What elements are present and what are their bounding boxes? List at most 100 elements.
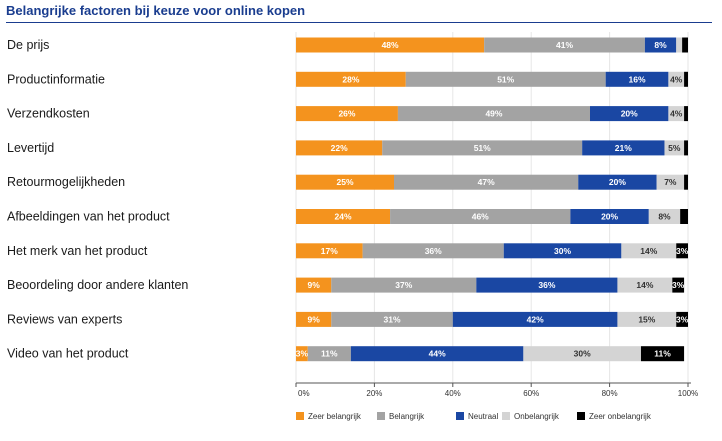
bar-segment — [484, 37, 645, 53]
chart-title: Belangrijke factoren bij keuze voor onli… — [6, 3, 306, 18]
segment-label: 7% — [664, 177, 677, 187]
segment-label: 49% — [485, 109, 502, 119]
bar-segment — [680, 209, 688, 224]
category-label: Het merk van het product — [7, 244, 148, 258]
bar-segment — [296, 140, 383, 156]
bar-segment — [676, 243, 688, 259]
x-tick-label: 100% — [678, 389, 698, 398]
bar-segment — [648, 209, 681, 224]
segment-label: 9% — [307, 314, 320, 324]
segment-label: 3% — [296, 349, 309, 359]
bar-segment — [676, 37, 683, 53]
bar-segment — [382, 140, 583, 156]
segment-label: 8% — [658, 212, 671, 222]
bar-segment — [617, 311, 677, 327]
bar-segment — [668, 71, 685, 87]
x-tick-label: 0% — [298, 389, 310, 398]
bar-segment — [394, 174, 579, 190]
segment-label: 21% — [615, 143, 632, 153]
bar-segment — [664, 140, 685, 156]
legend-swatch — [502, 412, 510, 420]
bar-segment — [656, 174, 685, 190]
category-label: Levertijd — [7, 141, 54, 155]
segment-label: 36% — [538, 280, 555, 290]
bar-segment — [523, 346, 641, 362]
bar-segment — [682, 37, 688, 53]
bar-segment — [296, 346, 308, 362]
category-label: Beoordeling door andere klanten — [7, 278, 188, 292]
bar-segment — [672, 277, 685, 293]
legend-label: Zeer belangrijk — [308, 412, 362, 421]
bar-segment — [296, 243, 363, 259]
segment-label: 25% — [336, 177, 353, 187]
segment-label: 20% — [601, 212, 618, 222]
bar-segment — [296, 209, 391, 224]
bar-segment — [578, 174, 657, 190]
segment-label: 15% — [638, 314, 655, 324]
legend-swatch — [296, 412, 304, 420]
segment-label: 22% — [331, 143, 348, 153]
segment-label: 44% — [429, 349, 446, 359]
segment-label: 3% — [676, 246, 689, 256]
segment-label: 30% — [574, 349, 591, 359]
segment-label: 14% — [640, 246, 657, 256]
category-label: Video van het product — [7, 347, 129, 361]
segment-label: 37% — [395, 280, 412, 290]
segment-label: 3% — [672, 280, 685, 290]
bar-segment — [405, 71, 606, 87]
bar-segment — [296, 174, 394, 190]
bar-segment — [640, 346, 685, 362]
segment-label: 11% — [321, 349, 338, 359]
bar-segment — [582, 140, 665, 156]
segment-label: 4% — [670, 74, 683, 84]
category-label: De prijs — [7, 38, 49, 52]
bar-segment — [397, 106, 590, 122]
segment-label: 42% — [527, 314, 544, 324]
segment-label: 17% — [321, 246, 338, 256]
bar-segment — [296, 71, 406, 87]
bar-segment — [684, 140, 688, 156]
segment-label: 51% — [474, 143, 491, 153]
segment-label: 28% — [342, 74, 359, 84]
category-label: Reviews van experts — [7, 312, 122, 326]
segment-label: 26% — [338, 109, 355, 119]
segment-label: 24% — [335, 212, 352, 222]
legend-swatch — [456, 412, 464, 420]
bar-segment — [331, 277, 477, 293]
segment-label: 36% — [425, 246, 442, 256]
bar-segment — [503, 243, 622, 259]
segment-label: 16% — [629, 74, 646, 84]
bar-segment — [684, 71, 688, 87]
bar-segment — [617, 277, 673, 293]
segment-label: 31% — [384, 314, 401, 324]
bar-segment — [590, 106, 669, 122]
bar-segment — [296, 37, 485, 53]
category-label: Verzendkosten — [7, 107, 90, 121]
bar-segment — [621, 243, 677, 259]
bar-segment — [476, 277, 618, 293]
bar-segment — [331, 311, 453, 327]
segment-label: 47% — [478, 177, 495, 187]
segment-label: 20% — [609, 177, 626, 187]
bar-segment — [390, 209, 571, 224]
segment-label: 46% — [472, 212, 489, 222]
bar-segment — [296, 277, 332, 293]
bar-segment — [668, 106, 685, 122]
bar-segment — [362, 243, 504, 259]
segment-label: 20% — [621, 109, 638, 119]
legend-swatch — [377, 412, 385, 420]
title-divider — [6, 22, 712, 23]
segment-label: 11% — [654, 349, 671, 359]
bar-segment — [296, 106, 398, 122]
legend-label: Zeer onbelangrijk — [589, 412, 652, 421]
segment-label: 3% — [676, 314, 689, 324]
bar-segment — [684, 174, 688, 190]
bar-segment — [350, 346, 524, 362]
segment-label: 5% — [668, 143, 681, 153]
legend-label: Onbelangrijk — [514, 412, 560, 421]
legend-label: Belangrijk — [389, 412, 425, 421]
segment-label: 8% — [654, 40, 667, 50]
legend-swatch — [577, 412, 585, 420]
segment-label: 41% — [556, 40, 573, 50]
